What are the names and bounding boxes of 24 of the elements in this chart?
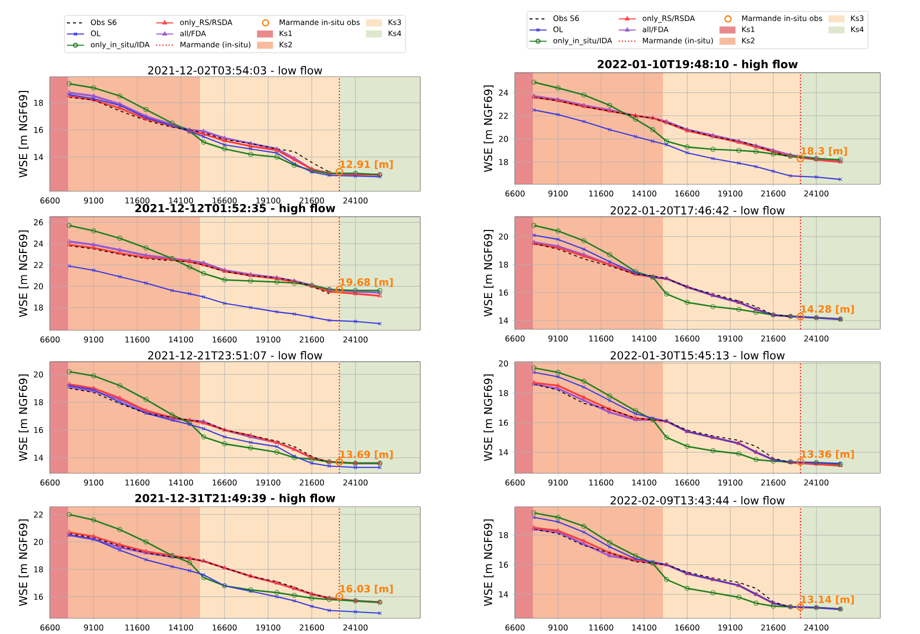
- y-axis-title: WSE [m NGF69]: [18, 374, 28, 462]
- data-label: 19.68 [m]: [340, 278, 393, 287]
- data-label: 13.36 [m]: [801, 450, 854, 460]
- data-label: 12.91 [m]: [340, 160, 393, 170]
- data-label: 18.3 [m]: [801, 146, 847, 156]
- data-label: 14.28 [m]: [801, 305, 854, 314]
- chart-title: 2021-12-02T03:54:03 - low flow: [148, 66, 322, 74]
- y-axis-title: WSE [m NGF69]: [484, 374, 494, 462]
- chart-title: 2022-01-30T15:45:13 - low flow: [610, 351, 785, 360]
- y-axis-title: WSE [m NGF69]: [484, 86, 494, 172]
- data-label: 13.14 [m]: [801, 595, 854, 604]
- chart-title: 2022-01-10T19:48:10 - high flow: [598, 60, 798, 70]
- data-label: 13.69 [m]: [340, 450, 393, 460]
- y-axis-title: WSE [m NGF69]: [18, 91, 28, 178]
- chart-title: 2022-02-09T13:43:44 - low flow: [610, 496, 785, 504]
- y-axis-title: WSE [m NGF69]: [484, 520, 494, 606]
- y-axis-title: WSE [m NGF69]: [18, 230, 28, 318]
- y-axis-title: WSE [m NGF69]: [484, 230, 494, 317]
- chart-title: 2021-12-12T01:52:35 - high flow: [135, 204, 336, 214]
- chart-title: 2022-01-20T17:46:42 - low flow: [610, 206, 785, 214]
- chart-title: 2021-12-31T21:49:39 - high flow: [135, 494, 336, 504]
- chart-title: 2021-12-21T23:51:07 - low flow: [148, 351, 322, 360]
- data-label: 16.03 [m]: [340, 584, 393, 594]
- y-axis-title: WSE [m NGF69]: [18, 520, 28, 606]
